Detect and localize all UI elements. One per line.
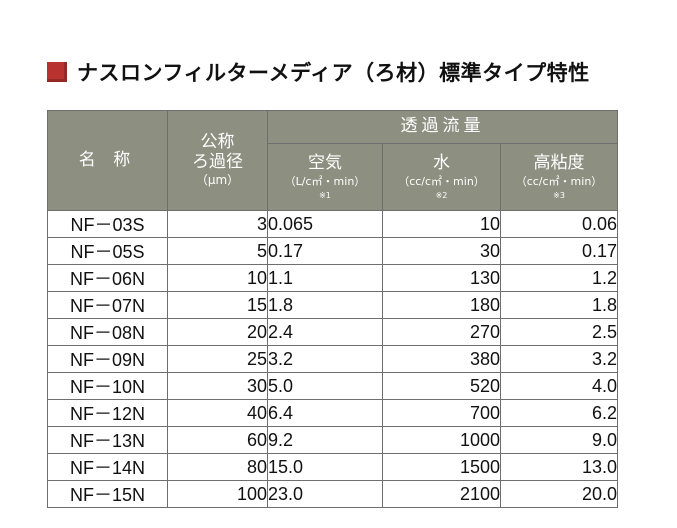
cell-air-flow: 9.2	[267, 426, 383, 454]
header-pore-line1: 公称	[200, 132, 235, 153]
cell-name: NF－14N	[47, 453, 168, 481]
table-row: NF－14N 80 15.0 1500 13.0	[47, 453, 619, 481]
header-viscous: 高粘度 （cc/c㎡・min） ※3	[499, 143, 619, 211]
cell-air-flow: 0.17	[267, 237, 383, 265]
cell-name: NF－07N	[47, 291, 168, 319]
header-viscous-note: ※3	[553, 190, 565, 200]
header-pore-line2: ろ過径	[192, 151, 243, 172]
cell-air-flow: 15.0	[267, 453, 383, 481]
cell-viscous-flow: 3.2	[499, 345, 619, 373]
cell-pore-size: 60	[167, 426, 268, 454]
cell-viscous-flow: 0.06	[499, 210, 619, 238]
cell-air-flow: 6.4	[267, 399, 383, 427]
header-flow-group: 透過流量	[266, 110, 619, 144]
cell-viscous-flow: 2.5	[499, 318, 619, 346]
spec-table-body: NF－03S 3 0.065 10 0.06 NF－05S 5 0.17 30 0.17 NF－06…	[47, 210, 619, 508]
page-title: ナスロンフィルターメディア（ろ材）標準タイプ特性	[77, 61, 590, 85]
cell-pore-size: 10	[167, 264, 268, 292]
header-water-note: ※2	[435, 190, 448, 200]
section-title: ナスロンフィルターメディア（ろ材）標準タイプ特性	[47, 58, 590, 86]
cell-name: NF－06N	[47, 264, 168, 292]
table-row: NF－10N 30 5.0 520 4.0	[47, 372, 619, 400]
header-air: 空気 （L/c㎡・min） ※1	[267, 143, 383, 211]
cell-air-flow: 5.0	[267, 372, 383, 400]
table-row: NF－09N 25 3.2 380 3.2	[47, 345, 619, 373]
cell-water-flow: 30	[382, 237, 501, 265]
table-row: NF－06N 10 1.1 130 1.2	[47, 264, 619, 292]
cell-air-flow: 23.0	[267, 480, 383, 508]
cell-viscous-flow: 13.0	[499, 453, 619, 481]
cell-pore-size: 30	[167, 372, 268, 400]
cell-pore-size: 40	[167, 399, 268, 427]
table-row: NF－03S 3 0.065 10 0.06	[47, 210, 619, 238]
cell-water-flow: 180	[382, 291, 501, 319]
cell-pore-size: 80	[167, 453, 268, 481]
cell-viscous-flow: 9.0	[499, 426, 619, 454]
cell-water-flow: 520	[382, 372, 501, 400]
header-water-unit: （cc/c㎡・min）	[398, 174, 485, 188]
cell-pore-size: 5	[167, 237, 268, 265]
header-water: 水 （cc/c㎡・min） ※2	[382, 143, 501, 211]
cell-viscous-flow: 1.8	[499, 291, 619, 319]
cell-name: NF－08N	[47, 318, 168, 346]
cell-air-flow: 2.4	[267, 318, 383, 346]
table-row: NF－12N 40 6.4 700 6.2	[47, 399, 619, 427]
cell-water-flow: 1500	[382, 453, 501, 481]
cell-name: NF－09N	[47, 345, 168, 373]
table-row: NF－08N 20 2.4 270 2.5	[47, 318, 619, 346]
header-viscous-label: 高粘度	[533, 153, 585, 174]
cell-air-flow: 3.2	[267, 345, 383, 373]
cell-water-flow: 270	[382, 318, 501, 346]
header-water-label: 水	[433, 153, 450, 174]
cell-water-flow: 700	[382, 399, 501, 427]
cell-name: NF－05S	[47, 237, 168, 265]
cell-viscous-flow: 4.0	[499, 372, 619, 400]
cell-water-flow: 2100	[382, 480, 501, 508]
table-row: NF－15N 100 23.0 2100 20.0	[47, 480, 619, 508]
cell-pore-size: 25	[167, 345, 268, 373]
cell-viscous-flow: 1.2	[499, 264, 619, 292]
cell-name: NF－12N	[47, 399, 168, 427]
cell-viscous-flow: 0.17	[499, 237, 619, 265]
header-viscous-unit: （cc/c㎡・min）	[515, 174, 603, 188]
header-pore-size: 公称 ろ過径 （μm）	[167, 110, 268, 211]
red-square-bullet-icon	[47, 62, 67, 82]
cell-pore-size: 20	[167, 318, 268, 346]
cell-name: NF－10N	[47, 372, 168, 400]
cell-viscous-flow: 6.2	[499, 399, 619, 427]
cell-water-flow: 380	[382, 345, 501, 373]
table-row: NF－13N 60 9.2 1000 9.0	[47, 426, 619, 454]
cell-name: NF－03S	[47, 210, 168, 238]
cell-pore-size: 15	[167, 291, 268, 319]
table-row: NF－05S 5 0.17 30 0.17	[47, 237, 619, 265]
table-row: NF－07N 15 1.8 180 1.8	[47, 291, 619, 319]
spec-table: 名 称 公称 ろ過径 （μm） 透過流量 空気 （L/c㎡・min） ※1 水 …	[47, 110, 619, 508]
cell-pore-size: 3	[167, 210, 268, 238]
cell-water-flow: 1000	[382, 426, 501, 454]
cell-name: NF－13N	[47, 426, 168, 454]
cell-water-flow: 130	[382, 264, 501, 292]
cell-air-flow: 1.8	[267, 291, 383, 319]
header-air-note: ※1	[319, 190, 331, 200]
cell-air-flow: 0.065	[267, 210, 383, 238]
header-name: 名 称	[47, 110, 168, 211]
cell-water-flow: 10	[382, 210, 501, 238]
header-air-unit: （L/c㎡・min）	[284, 174, 366, 188]
cell-pore-size: 100	[167, 480, 268, 508]
cell-air-flow: 1.1	[267, 264, 383, 292]
header-pore-unit: （μm）	[195, 173, 240, 188]
header-air-label: 空気	[308, 153, 342, 174]
cell-viscous-flow: 20.0	[499, 480, 619, 508]
cell-name: NF－15N	[47, 480, 168, 508]
